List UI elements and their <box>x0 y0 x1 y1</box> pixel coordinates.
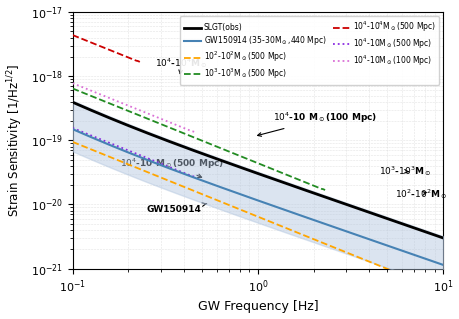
Text: $10^4$-$10^4$M$_\odot$: $10^4$-$10^4$M$_\odot$ <box>156 56 208 74</box>
Text: $10^4$-10 M$_\odot$(100 Mpc): $10^4$-10 M$_\odot$(100 Mpc) <box>257 111 377 136</box>
Text: $10^3$-$10^3$M$_\odot$: $10^3$-$10^3$M$_\odot$ <box>379 164 431 178</box>
Legend: SLGT(obs), GW150914 (35-30M$_\odot$,440 Mpc), $10^2$-$10^2$M$_\odot$(500 Mpc), $: SLGT(obs), GW150914 (35-30M$_\odot$,440 … <box>180 16 439 85</box>
X-axis label: GW Frequency [Hz]: GW Frequency [Hz] <box>197 300 318 314</box>
Y-axis label: Strain Sensitivity [1/Hz$^{1/2}$]: Strain Sensitivity [1/Hz$^{1/2}$] <box>6 64 25 217</box>
Text: $10^4$-10 M$_\odot$(500 Mpc): $10^4$-10 M$_\odot$(500 Mpc) <box>120 157 224 177</box>
Text: GW150914: GW150914 <box>146 203 207 214</box>
Text: $10^2$-$10^2$M$_\odot$: $10^2$-$10^2$M$_\odot$ <box>395 187 448 201</box>
